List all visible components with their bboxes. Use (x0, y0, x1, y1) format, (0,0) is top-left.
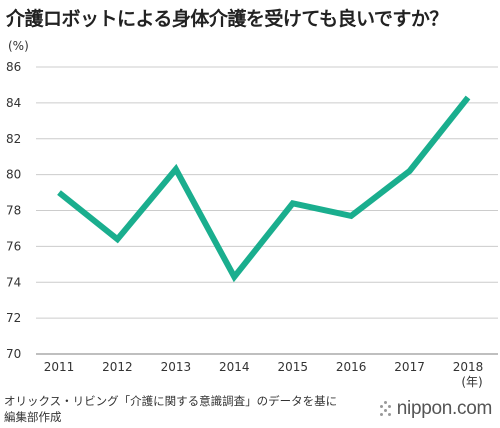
x-tick-label-2015: 2015 (277, 360, 308, 374)
y-tick-label-78: 78 (6, 204, 21, 218)
source-line-1: オリックス・リビング「介護に関する意識調査」のデータを基に (4, 394, 338, 408)
line-chart: 70 72 74 76 78 80 82 84 86 (%) 2011 2012 2013 2014 201… (6, 39, 498, 389)
x-tick-label-2011: 2011 (44, 360, 75, 374)
brand-logo: nippon.com (379, 398, 492, 420)
y-tick-label-80: 80 (6, 168, 21, 182)
x-tick-label-2014: 2014 (219, 360, 250, 374)
y-tick-label-72: 72 (6, 311, 21, 325)
y-unit-label: (%) (8, 39, 29, 53)
brand-name: nippon.com (396, 398, 493, 419)
chart-title: 介護ロボットによる身体介護を受けても良いですか？ (6, 8, 448, 30)
y-tick-label-84: 84 (6, 96, 21, 110)
x-tick-label-2016: 2016 (336, 360, 367, 374)
y-tick-label-82: 82 (6, 132, 21, 146)
x-tick-label-2013: 2013 (161, 360, 192, 374)
x-tick-label-2012: 2012 (102, 360, 133, 374)
y-tick-label-70: 70 (6, 347, 21, 361)
x-tick-label-2018: 2018 (453, 360, 484, 374)
y-tick-label-76: 76 (6, 239, 21, 253)
source-line-2: 編集部作成 (4, 410, 62, 424)
x-unit-label: (年) (461, 375, 482, 389)
source-note: オリックス・リビング「介護に関する意識調査」のデータを基に 編集部作成 (4, 393, 374, 425)
brand-dots-icon (379, 400, 393, 418)
y-tick-label-74: 74 (6, 275, 21, 289)
x-tick-label-2017: 2017 (394, 360, 425, 374)
series-line-0 (57, 95, 471, 283)
y-tick-label-86: 86 (6, 60, 21, 74)
